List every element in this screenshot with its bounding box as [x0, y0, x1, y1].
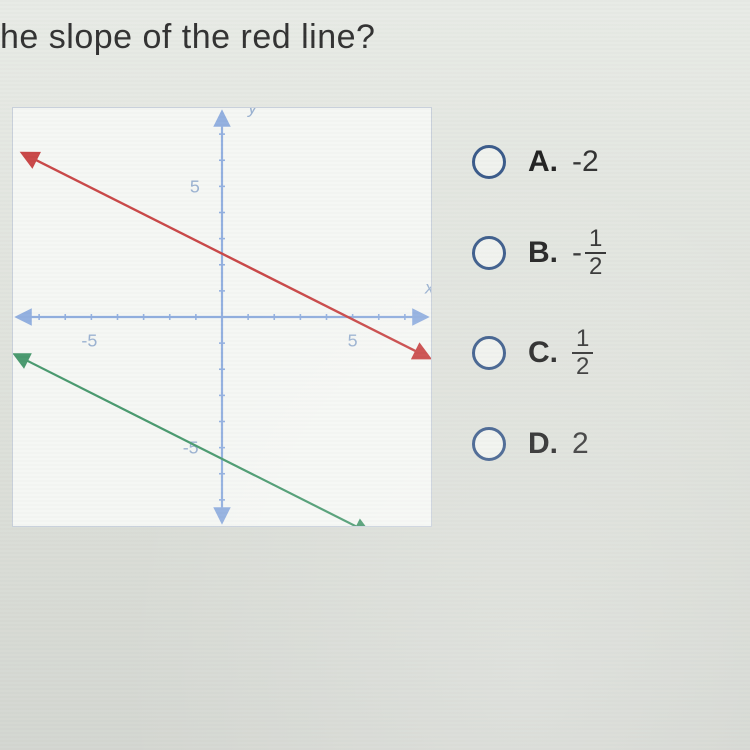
- fraction: 1 2: [572, 327, 593, 379]
- answer-option-b[interactable]: B. - 1 2: [472, 227, 606, 279]
- answer-list: A. -2 B. - 1 2 C.: [472, 107, 606, 527]
- numerator: 1: [585, 227, 606, 254]
- fraction: 1 2: [585, 227, 606, 279]
- svg-text:5: 5: [348, 330, 358, 350]
- svg-text:-5: -5: [81, 330, 97, 350]
- question-text: he slope of the red line?: [0, 0, 750, 57]
- answer-label: B. - 1 2: [528, 227, 606, 279]
- content-area: yx5-55-5 A. -2 B. - 1 2: [0, 107, 750, 527]
- denominator: 2: [572, 354, 593, 379]
- chart-svg: yx5-55-5: [13, 108, 431, 526]
- answer-value: 1 2: [572, 327, 593, 379]
- answer-letter: D.: [528, 427, 558, 461]
- radio-icon: [472, 145, 506, 179]
- red-line: [26, 155, 426, 356]
- answer-value: - 1 2: [572, 227, 606, 279]
- radio-icon: [472, 336, 506, 370]
- answer-option-d[interactable]: D. 2: [472, 427, 606, 461]
- svg-text:5: 5: [190, 176, 200, 196]
- svg-text:y: y: [246, 108, 258, 117]
- radio-icon: [472, 236, 506, 270]
- answer-label: A. -2: [528, 145, 599, 179]
- answer-letter: C.: [528, 336, 558, 370]
- coordinate-chart: yx5-55-5: [12, 107, 432, 527]
- answer-label: C. 1 2: [528, 327, 593, 379]
- answer-letter: B.: [528, 236, 558, 270]
- answer-value: -2: [572, 145, 599, 179]
- numerator: 1: [572, 327, 593, 354]
- negative-sign: -: [572, 236, 582, 270]
- answer-option-a[interactable]: A. -2: [472, 145, 606, 179]
- svg-text:x: x: [424, 277, 431, 297]
- answer-label: D. 2: [528, 427, 589, 461]
- answer-value: 2: [572, 427, 589, 461]
- radio-icon: [472, 427, 506, 461]
- denominator: 2: [585, 254, 606, 279]
- answer-letter: A.: [528, 145, 558, 179]
- answer-option-c[interactable]: C. 1 2: [472, 327, 606, 379]
